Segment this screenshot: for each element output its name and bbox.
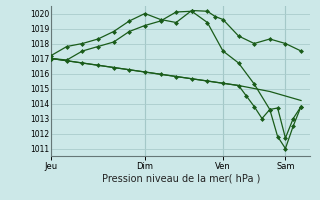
X-axis label: Pression niveau de la mer( hPa ): Pression niveau de la mer( hPa ) xyxy=(102,173,260,183)
